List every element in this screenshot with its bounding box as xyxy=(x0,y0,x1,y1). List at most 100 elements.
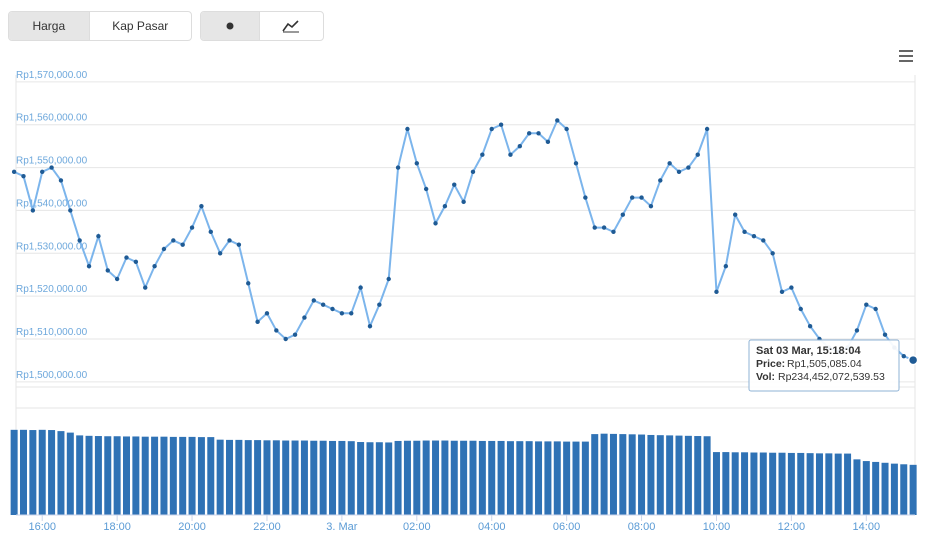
volume-bar xyxy=(235,439,243,515)
volume-bar xyxy=(703,436,711,515)
volume-bar xyxy=(600,433,608,515)
price-marker xyxy=(873,306,878,312)
volume-bar xyxy=(872,461,880,515)
price-marker xyxy=(283,336,288,342)
price-marker xyxy=(199,203,204,209)
price-button[interactable]: Harga xyxy=(9,12,89,40)
price-marker xyxy=(96,233,101,239)
price-marker xyxy=(733,212,738,217)
tooltip-vol: Rp234,452,072,539.53 xyxy=(778,371,885,383)
x-tick-label: 18:00 xyxy=(103,521,131,533)
volume-bar xyxy=(609,433,617,515)
tooltip-price: Rp1,505,085.04 xyxy=(787,358,862,370)
price-marker xyxy=(714,289,719,295)
volume-bar xyxy=(731,452,739,515)
price-marker xyxy=(583,195,588,200)
price-marker xyxy=(180,242,185,247)
volume-bar xyxy=(375,442,383,515)
volume-bar xyxy=(188,436,196,515)
price-marker xyxy=(311,298,316,303)
volume-bar xyxy=(179,436,187,515)
price-marker xyxy=(901,353,906,359)
volume-bar xyxy=(815,453,823,515)
price-marker xyxy=(807,323,813,329)
style-toggle xyxy=(200,11,324,41)
price-marker xyxy=(152,263,157,269)
price-marker xyxy=(236,242,242,247)
price-marker xyxy=(302,315,307,320)
price-marker xyxy=(161,246,167,252)
price-marker xyxy=(105,268,110,273)
price-marker xyxy=(386,276,391,282)
price-marker xyxy=(11,169,17,175)
price-marker xyxy=(292,332,298,337)
volume-bar xyxy=(525,441,533,515)
volume-bar xyxy=(787,452,795,515)
volume-bar xyxy=(581,441,589,515)
volume-bar xyxy=(544,441,552,515)
volume-bar xyxy=(19,429,27,515)
volume-bar xyxy=(413,440,421,515)
volume-bar xyxy=(319,440,327,515)
price-marker xyxy=(489,126,494,132)
y-tick-label: Rp1,510,000.00 xyxy=(16,327,88,338)
volume-bar xyxy=(94,436,102,515)
price-marker xyxy=(658,178,663,183)
dot-button[interactable] xyxy=(201,12,259,40)
volume-bar xyxy=(57,431,65,515)
price-marker xyxy=(761,238,766,243)
x-tick-label: 14:00 xyxy=(853,521,881,533)
tooltip-title: Sat 03 Mar, 15:18:04 xyxy=(756,345,861,357)
volume-bar xyxy=(197,437,205,515)
volume-bar xyxy=(769,452,777,515)
metric-toggle: Harga Kap Pasar xyxy=(8,11,192,41)
price-marker xyxy=(789,285,794,290)
volume-bar xyxy=(123,436,131,515)
volume-bar xyxy=(638,434,646,515)
volume-bar xyxy=(647,434,655,515)
price-marker xyxy=(545,139,551,145)
y-tick-label: Rp1,520,000.00 xyxy=(16,284,88,295)
line-button[interactable] xyxy=(258,12,323,40)
volume-bar xyxy=(141,436,149,515)
tooltip-box xyxy=(748,339,900,392)
line-icon xyxy=(282,20,300,33)
price-marker xyxy=(882,332,888,337)
volume-bar xyxy=(741,452,749,515)
y-tick-label: Rp1,540,000.00 xyxy=(16,198,88,209)
volume-bar xyxy=(563,441,571,515)
price-marker xyxy=(358,285,363,290)
x-tick-label: 3. Mar xyxy=(326,521,358,533)
price-marker xyxy=(68,208,73,213)
price-marker xyxy=(58,178,64,183)
tooltip-vol-label: Vol: xyxy=(756,371,775,383)
volume-bar xyxy=(357,442,365,515)
volume-bar xyxy=(282,440,290,515)
volume-bar xyxy=(834,453,842,515)
volume-bar xyxy=(572,441,580,515)
dot-icon xyxy=(226,22,234,30)
price-marker xyxy=(723,263,729,269)
price-marker xyxy=(592,225,597,230)
price-marker xyxy=(480,152,485,157)
volume-bar xyxy=(666,435,674,515)
price-marker xyxy=(367,323,373,329)
menu-icon[interactable] xyxy=(899,50,913,62)
price-marker xyxy=(30,208,36,213)
volume-bar xyxy=(460,440,468,515)
volume-bar xyxy=(104,436,112,515)
x-tick-label: 06:00 xyxy=(553,521,581,533)
market-cap-button[interactable]: Kap Pasar xyxy=(88,12,191,40)
price-marker xyxy=(742,229,747,235)
price-marker xyxy=(86,263,92,269)
y-tick-label: Rp1,560,000.00 xyxy=(16,113,88,124)
price-marker xyxy=(798,306,803,312)
volume-bar xyxy=(553,441,561,515)
price-marker xyxy=(395,165,401,170)
price-marker xyxy=(217,251,223,256)
volume-bar xyxy=(300,440,308,515)
price-marker xyxy=(246,281,251,286)
volume-bar xyxy=(151,436,159,515)
